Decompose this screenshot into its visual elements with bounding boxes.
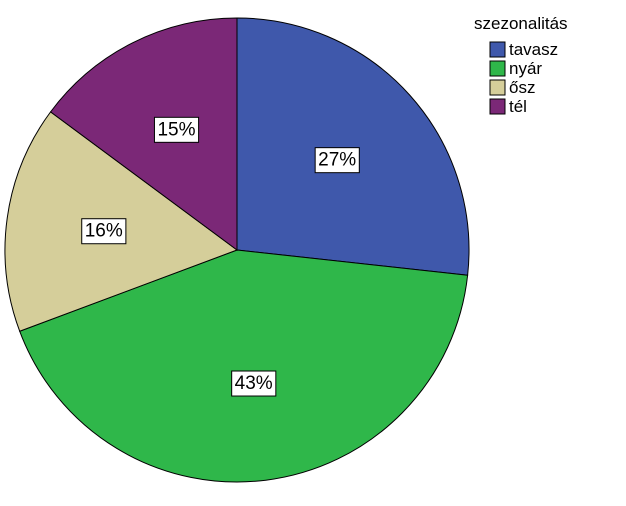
legend-label-ősz: ősz [509, 78, 535, 97]
legend-label-tél: tél [509, 97, 527, 116]
pie-data-labels: 27% 43% 16% 15% [81, 116, 360, 397]
pie-data-label-box [314, 147, 360, 174]
pie-data-label-box [81, 218, 127, 245]
legend-swatch-tél [489, 98, 506, 115]
legend-title: szezonalitás [474, 14, 568, 33]
legend-label-tavasz: tavasz [509, 40, 558, 59]
legend-label-nyár: nyár [509, 59, 542, 78]
legend-swatch-tavasz [489, 41, 506, 58]
pie-slice-tél [49, 17, 238, 251]
pie-data-label: 43% [235, 373, 273, 394]
pie-slice-nyár [19, 249, 469, 483]
pie-slice-tavasz [236, 17, 470, 276]
legend-swatch-nyár [489, 60, 506, 77]
pie-slices [4, 17, 470, 483]
pie-data-label-box [231, 370, 277, 397]
pie-data-label: 27% [318, 150, 356, 171]
pie-data-label-box [153, 116, 200, 143]
pie-data-label: 15% [157, 119, 195, 140]
pie-data-label: 16% [85, 221, 123, 242]
legend-swatch-ősz [489, 79, 506, 96]
